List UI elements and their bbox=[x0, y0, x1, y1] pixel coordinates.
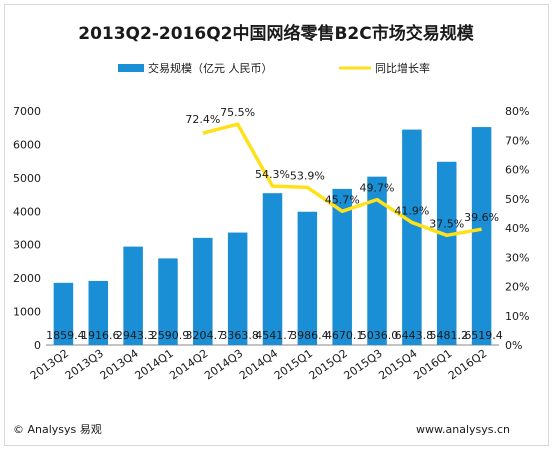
x-tick-label: 2015Q4 bbox=[376, 347, 419, 383]
y2-tick-label: 20% bbox=[505, 281, 529, 294]
x-tick-label: 2014Q4 bbox=[237, 347, 280, 383]
x-tick-label: 2013Q2 bbox=[28, 347, 71, 383]
bar-value-label: 5036.0 bbox=[360, 329, 399, 342]
line-value-label: 41.9% bbox=[394, 204, 429, 217]
line-value-label: 53.9% bbox=[290, 169, 325, 182]
y2-tick-label: 60% bbox=[505, 164, 529, 177]
line-value-labels: 72.4%75.5% 54.3% 53.9%45.7%49.7% 41.9%37.5%… bbox=[185, 106, 499, 230]
y-tick-label: 5000 bbox=[13, 172, 41, 185]
line-value-label: 75.5% bbox=[220, 106, 255, 119]
y-tick-label: 1000 bbox=[13, 306, 41, 319]
legend: 交易规模（亿元 人民币） 同比增长率 bbox=[118, 61, 430, 75]
y2-tick-label: 80% bbox=[505, 105, 529, 118]
x-tick-label: 2014Q2 bbox=[167, 347, 210, 383]
bar-value-label: 1916.6 bbox=[81, 329, 120, 342]
growth-line-series bbox=[202, 122, 482, 238]
bar-value-label: 4541.7 bbox=[255, 329, 294, 342]
x-tick-label: 2013Q3 bbox=[63, 347, 106, 383]
growth-line bbox=[202, 122, 482, 238]
y-tick-label: 2000 bbox=[13, 272, 41, 285]
y-tick-label: 6000 bbox=[13, 138, 41, 151]
bar bbox=[436, 161, 457, 345]
footer-right: www.analysys.cn bbox=[416, 423, 510, 436]
bar-value-label: 6443.8 bbox=[395, 329, 434, 342]
x-tick-label: 2016Q2 bbox=[446, 347, 489, 383]
bar bbox=[262, 193, 283, 345]
bar bbox=[471, 127, 492, 346]
y2-tick-label: 50% bbox=[505, 193, 529, 206]
chart-frame: 2013Q2-2016Q2中国网络零售B2C市场交易规模 交易规模（亿元 人民币… bbox=[4, 4, 549, 446]
y2-tick-label: 40% bbox=[505, 222, 529, 235]
x-tick-label: 2015Q1 bbox=[272, 347, 315, 383]
line-value-label: 54.3% bbox=[255, 168, 290, 181]
bar bbox=[53, 282, 74, 345]
bar bbox=[332, 188, 352, 345]
bar-value-labels: 1859.41916.62943.32590.93204.73363.84541… bbox=[46, 329, 503, 342]
bar-value-label: 2590.9 bbox=[151, 329, 190, 342]
y2-tick-label: 10% bbox=[505, 310, 529, 323]
line-value-label: 37.5% bbox=[429, 217, 464, 230]
x-tick-label: 2014Q1 bbox=[132, 347, 175, 383]
y2-tick-label: 30% bbox=[505, 251, 529, 264]
bar bbox=[193, 237, 213, 345]
bar-value-label: 1859.4 bbox=[46, 329, 85, 342]
chart-title: 2013Q2-2016Q2中国网络零售B2C市场交易规模 bbox=[78, 23, 475, 44]
y-axis-ticks: 0 1000 2000 3000 4000 5000 6000 7000 bbox=[13, 105, 41, 352]
y2-tick-label: 0% bbox=[505, 339, 522, 352]
line-value-label: 39.6% bbox=[464, 211, 499, 224]
x-tick-label: 2014Q3 bbox=[202, 347, 245, 383]
x-tick-label: 2015Q2 bbox=[307, 347, 350, 383]
chart-svg: 2013Q2-2016Q2中国网络零售B2C市场交易规模 交易规模（亿元 人民币… bbox=[13, 23, 529, 436]
line-value-label: 49.7% bbox=[360, 182, 395, 195]
x-tick-label: 2016Q1 bbox=[411, 347, 454, 383]
footer-left: © Analysys 易观 bbox=[13, 423, 102, 436]
legend-label-line: 同比增长率 bbox=[375, 61, 430, 75]
x-tick-label: 2015Q3 bbox=[342, 347, 385, 383]
bar-series bbox=[53, 127, 492, 346]
y-tick-label: 4000 bbox=[13, 205, 41, 218]
y-tick-label: 3000 bbox=[13, 239, 41, 252]
bar-value-label: 3204.7 bbox=[186, 329, 225, 342]
bar-value-label: 3363.8 bbox=[220, 329, 259, 342]
bar-value-label: 4670.1 bbox=[325, 329, 364, 342]
legend-swatch-bar bbox=[118, 64, 144, 72]
bar bbox=[297, 211, 318, 345]
bar bbox=[227, 232, 248, 345]
bar-value-label: 2943.3 bbox=[116, 329, 155, 342]
y2-tick-label: 70% bbox=[505, 134, 529, 147]
bar-value-label: 6519.4 bbox=[464, 329, 503, 342]
x-tick-label: 2013Q4 bbox=[98, 347, 141, 383]
bar bbox=[158, 258, 178, 345]
y2-axis-ticks: 0% 10% 20% 30% 40% 50% 60% 70% 80% bbox=[505, 105, 529, 352]
line-value-label: 72.4% bbox=[185, 113, 220, 126]
bar bbox=[123, 246, 143, 345]
bar bbox=[367, 176, 387, 345]
legend-label-bar: 交易规模（亿元 人民币） bbox=[148, 61, 273, 75]
line-value-label: 45.7% bbox=[325, 193, 360, 206]
y-tick-label: 7000 bbox=[13, 105, 41, 118]
x-axis-ticks: 2013Q22013Q32013Q42014Q12014Q22014Q32014… bbox=[28, 347, 489, 383]
bar-value-label: 3986.4 bbox=[290, 329, 329, 342]
bar bbox=[88, 280, 109, 345]
bar bbox=[402, 129, 422, 345]
bar-value-label: 5481.2 bbox=[429, 329, 468, 342]
y-tick-label: 0 bbox=[34, 339, 41, 352]
